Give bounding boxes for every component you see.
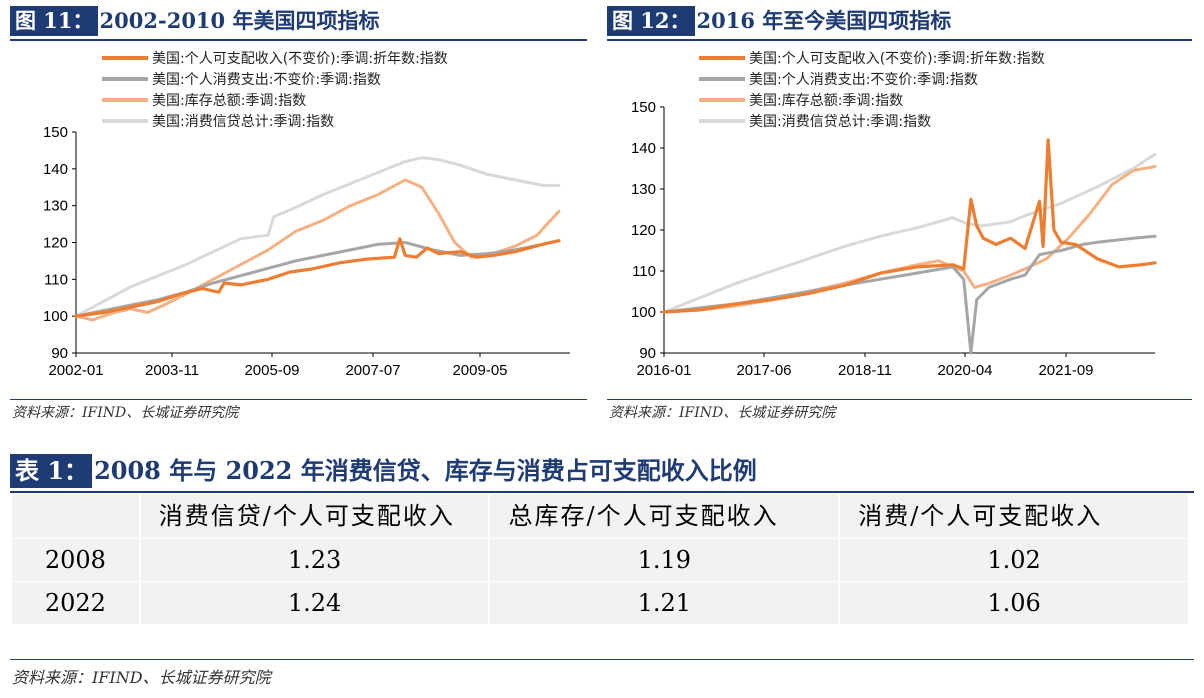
x-tick-label: 2007-07 <box>345 362 400 379</box>
y-tick-label: 100 <box>631 304 656 321</box>
table-1-title-bar: 表 1： 2008 年与 2022 年消费信贷、库存与消费占可支配收入比例 <box>10 452 757 490</box>
cell-inventory: 1.21 <box>489 581 841 624</box>
cell-consumption: 1.06 <box>839 581 1188 624</box>
y-tick-label: 90 <box>51 345 68 362</box>
figure-11-rule <box>10 39 587 41</box>
y-tick-label: 120 <box>43 235 68 252</box>
table-row: 2022 1.24 1.21 1.06 <box>12 581 1188 624</box>
figure-12-rule <box>607 39 1192 41</box>
legend-label-credit: 美国:消费信贷总计:季调:指数 <box>749 114 931 130</box>
series-line-consumption <box>74 239 561 318</box>
y-tick-label: 140 <box>631 140 656 157</box>
series-line-consumption <box>662 234 1157 355</box>
figure-12-title-bar: 图 12： 2016 年至今美国四项指标 <box>607 4 951 38</box>
cell-inventory: 1.19 <box>489 538 841 582</box>
series-line-credit <box>74 156 561 318</box>
x-tick-label: 2021-09 <box>1038 362 1093 379</box>
figure-12-source: 资料来源：IFIND、长城证券研究院 <box>609 405 836 421</box>
series-line-credit <box>662 152 1157 314</box>
figure-12-bottom-rule <box>607 399 1192 400</box>
row-year: 2008 <box>12 538 141 582</box>
cell-credit: 1.24 <box>139 581 491 624</box>
cell-credit: 1.23 <box>139 538 491 582</box>
y-tick-label: 150 <box>43 124 68 141</box>
figure-12-chart: 美国:个人可支配收入(不变价):季调:折年数:指数美国:个人消费支出:不变价:季… <box>631 51 1157 379</box>
legend-label-consumption: 美国:个人消费支出:不变价:季调:指数 <box>152 72 381 88</box>
figure-11-source: 资料来源：IFIND、长城证券研究院 <box>12 405 239 421</box>
figure-11: 图 11： 2002-2010 年美国四项指标 美国:个人可支配收入(不变价):… <box>10 4 587 428</box>
x-tick-label: 2020-04 <box>937 362 992 379</box>
figure-12-title: 2016 年至今美国四项指标 <box>696 8 952 33</box>
y-tick-label: 150 <box>631 99 656 116</box>
figure-12-tag: 图 12： <box>607 6 695 36</box>
figure-11-title: 2002-2010 年美国四项指标 <box>99 8 380 33</box>
x-tick-label: 2009-05 <box>452 362 507 379</box>
y-tick-label: 90 <box>639 345 656 362</box>
x-tick-label: 2017-06 <box>736 362 791 379</box>
header-cell-empty <box>12 494 141 539</box>
x-tick-label: 2003-11 <box>145 362 199 379</box>
figure-11-bottom-rule <box>10 399 587 400</box>
x-tick-label: 2002-01 <box>48 362 103 379</box>
table-1-bottom-rule <box>10 659 1194 660</box>
series-line-income <box>74 237 561 318</box>
table-1-tag: 表 1： <box>10 454 93 488</box>
y-tick-label: 100 <box>43 308 68 325</box>
x-tick-label: 2018-11 <box>838 362 892 379</box>
y-tick-label: 130 <box>631 181 656 198</box>
x-tick-label: 2016-01 <box>636 362 691 379</box>
legend-label-income: 美国:个人可支配收入(不变价):季调:折年数:指数 <box>749 51 1045 67</box>
series-line-inventory <box>74 178 561 322</box>
figure-12: 图 12： 2016 年至今美国四项指标 美国:个人可支配收入(不变价):季调:… <box>607 4 1192 428</box>
ratio-table: 消费信贷/个人可支配收入 总库存/个人可支配收入 消费/个人可支配收入 2008… <box>12 494 1188 624</box>
cell-consumption: 1.02 <box>839 538 1188 582</box>
legend-label-income: 美国:个人可支配收入(不变价):季调:折年数:指数 <box>152 51 448 67</box>
y-tick-label: 110 <box>632 263 656 280</box>
y-tick-label: 130 <box>43 198 68 215</box>
figure-11-tag: 图 11： <box>10 6 98 36</box>
table-1-title: 2008 年与 2022 年消费信贷、库存与消费占可支配收入比例 <box>94 456 757 485</box>
legend-label-credit: 美国:消费信贷总计:季调:指数 <box>152 114 334 130</box>
row-year: 2022 <box>12 581 141 624</box>
series-line-income <box>662 138 1157 314</box>
y-tick-label: 140 <box>43 161 68 178</box>
header-cell-credit: 消费信贷/个人可支配收入 <box>139 494 491 539</box>
x-tick-label: 2005-09 <box>244 362 299 379</box>
y-tick-label: 120 <box>631 222 656 239</box>
figure-11-chart: 美国:个人可支配收入(不变价):季调:折年数:指数美国:个人消费支出:不变价:季… <box>43 51 570 379</box>
figure-11-title-bar: 图 11： 2002-2010 年美国四项指标 <box>10 4 379 38</box>
header-cell-inventory: 总库存/个人可支配收入 <box>489 494 841 539</box>
table-1-rule <box>10 491 1194 493</box>
y-tick-label: 110 <box>44 271 68 288</box>
legend-label-inventory: 美国:库存总额:季调:指数 <box>152 93 306 109</box>
table-1-source: 资料来源：IFIND、长城证券研究院 <box>12 668 271 687</box>
header-cell-consumption: 消费/个人可支配收入 <box>839 494 1188 539</box>
series-line-inventory <box>662 165 1157 314</box>
legend-label-consumption: 美国:个人消费支出:不变价:季调:指数 <box>749 72 978 88</box>
legend-label-inventory: 美国:库存总额:季调:指数 <box>749 93 903 109</box>
table-header-row: 消费信贷/个人可支配收入 总库存/个人可支配收入 消费/个人可支配收入 <box>12 494 1188 539</box>
table-row: 2008 1.23 1.19 1.02 <box>12 538 1188 582</box>
table-1: 表 1： 2008 年与 2022 年消费信贷、库存与消费占可支配收入比例 消费… <box>10 452 1194 692</box>
